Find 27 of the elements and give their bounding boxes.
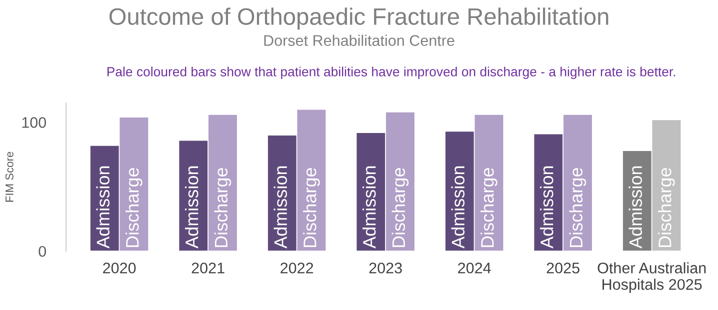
x-tick-label: 2022 [280, 262, 314, 274]
y-tick-label: 0 [38, 246, 46, 257]
text: Admission [274, 166, 288, 248]
y-tick-label: 100 [22, 117, 46, 128]
x-tick-label: Other Australian Hospitals 2025 [598, 262, 706, 293]
series-label: Discharge [126, 168, 142, 248]
x-tick-label: 2021 [192, 262, 224, 274]
text: Pale coloured bars show that patient abilities have improved on discharge - a higher rate is better. [107, 66, 676, 79]
text: Admission [362, 166, 376, 248]
x-tick-label: 2023 [369, 262, 402, 274]
text: Discharge [569, 168, 586, 248]
text: Admission [540, 166, 554, 248]
chart-title: Outcome of Orthopaedic Fracture Rehabilitation [109, 8, 608, 30]
text: Discharge [303, 168, 320, 248]
chart-subtitle: Dorset Rehabilitation Centre [264, 34, 454, 46]
text: Admission [185, 166, 198, 248]
text: Admission [451, 166, 465, 248]
y-axis-title: FIM Score [6, 152, 14, 202]
series-label: Admission [96, 166, 110, 248]
x-tick-label: 2020 [103, 262, 136, 274]
text: Admission [628, 166, 642, 248]
x-tick-label: 2024 [458, 262, 491, 274]
x-tick-label: 2025 [546, 262, 580, 274]
text: Discharge [658, 168, 675, 248]
text: Discharge [480, 168, 498, 248]
text: Discharge [214, 168, 232, 248]
text: Discharge [392, 168, 409, 248]
